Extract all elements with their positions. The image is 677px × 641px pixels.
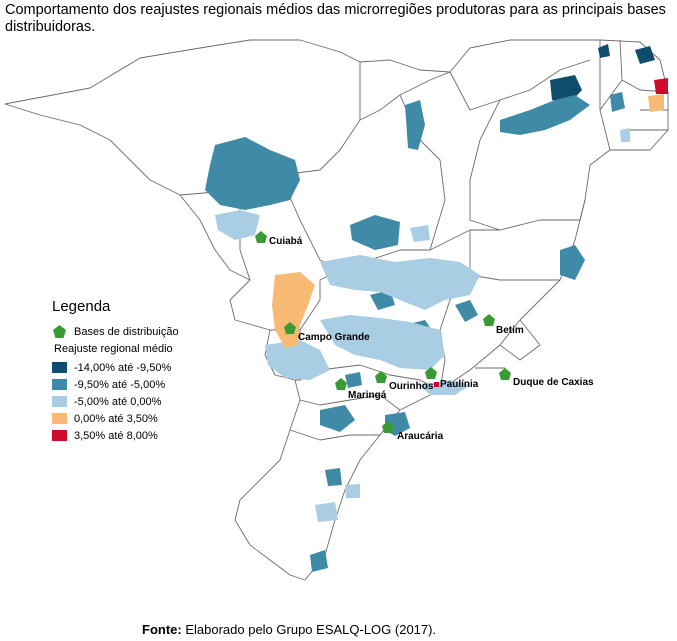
region-class-2	[310, 550, 328, 572]
region-class-5	[654, 78, 668, 94]
region-class-3	[315, 502, 338, 522]
legend-class-2: -9,50% até -5,00%	[52, 376, 202, 393]
region-class-3	[320, 255, 480, 310]
legend-swatch	[52, 379, 67, 390]
region-class-3	[420, 380, 470, 395]
map-title: Comportamento dos reajustes regionais mé…	[5, 2, 666, 35]
region-class-3	[345, 484, 360, 498]
base-marker-maringa: Maringá	[335, 378, 387, 401]
region-class-2	[560, 245, 585, 280]
distribution-bases: Cuiabá Campo Grande Betim Ourinhos Paulí…	[255, 231, 594, 442]
base-marker-duque-de-caxias: Duque de Caxias	[499, 368, 594, 388]
legend-subheading: Reajuste regional médio	[54, 343, 173, 355]
city-label-araucaria: Araucária	[397, 431, 444, 442]
region-class-2	[500, 95, 590, 135]
legend-swatch	[52, 413, 67, 424]
region-class-4	[648, 94, 664, 112]
legend-class-label: -5,00% até 0,00%	[74, 395, 162, 408]
region-class-1	[598, 44, 610, 58]
legend-bases-label: Bases de distribuição	[74, 325, 179, 338]
region-class-3	[265, 340, 330, 380]
legend-swatch	[52, 362, 67, 373]
region-class-2	[610, 92, 625, 112]
region-class-2	[350, 215, 400, 250]
region-class-2	[455, 300, 478, 322]
region-class-3	[320, 315, 445, 370]
legend-bases-entry: Bases de distribuição	[52, 323, 202, 340]
legend-class-label: 0,00% até 3,50%	[74, 412, 158, 425]
region-class-3	[410, 225, 430, 242]
legend-class-3: -5,00% até 0,00%	[52, 393, 202, 410]
city-label-ourinhos: Ourinhos	[389, 381, 434, 392]
city-label-paulinia: Paulínia	[440, 379, 479, 390]
region-class-2	[345, 372, 362, 388]
legend-heading: Legenda	[52, 298, 111, 315]
source-prefix: Fonte:	[142, 622, 182, 637]
legend-swatch	[52, 430, 67, 441]
region-class-3	[620, 128, 630, 142]
region-class-2	[205, 137, 300, 210]
microregions	[205, 44, 668, 572]
legend-class-label: -9,50% até -5,00%	[74, 378, 166, 391]
city-label-duque-de-caxias: Duque de Caxias	[513, 377, 594, 388]
source-text: Elaborado pelo Grupo ESALQ-LOG (2017).	[181, 622, 437, 637]
legend-class-5: 3,50% até 8,00%	[52, 427, 202, 444]
region-class-2	[325, 468, 342, 486]
legend-class-4: 0,00% até 3,50%	[52, 410, 202, 427]
base-marker-cuiaba: Cuiabá	[255, 231, 303, 247]
legend-swatch	[52, 396, 67, 407]
city-label-betim: Betim	[496, 325, 524, 336]
pentagon-marker-icon	[53, 325, 66, 338]
city-label-maringa: Maringá	[348, 390, 387, 401]
base-marker-betim: Betim	[483, 314, 524, 336]
region-class-3	[215, 210, 260, 240]
region-class-2	[405, 100, 425, 150]
source-note: Fonte: Elaborado pelo Grupo ESALQ-LOG (2…	[142, 622, 436, 637]
legend-class-1: -14,00% até -9,50%	[52, 359, 202, 376]
city-label-campo-grande: Campo Grande	[298, 332, 370, 343]
base-marker-ourinhos: Ourinhos	[375, 371, 434, 392]
base-marker-campo-grande: Campo Grande	[284, 322, 370, 343]
legend-class-label: -14,00% até -9,50%	[74, 361, 172, 374]
region-class-5	[434, 382, 439, 387]
legend-class-label: 3,50% até 8,00%	[74, 429, 158, 442]
region-class-4	[272, 272, 315, 348]
region-class-1	[635, 46, 655, 64]
region-class-2	[320, 405, 355, 432]
base-marker-araucaria: Araucária	[382, 421, 444, 442]
base-marker-paulinia: Paulínia	[425, 367, 479, 390]
city-label-cuiaba: Cuiabá	[269, 236, 303, 247]
map-legend: Legenda Bases de distribuição Reajuste r…	[52, 298, 202, 444]
